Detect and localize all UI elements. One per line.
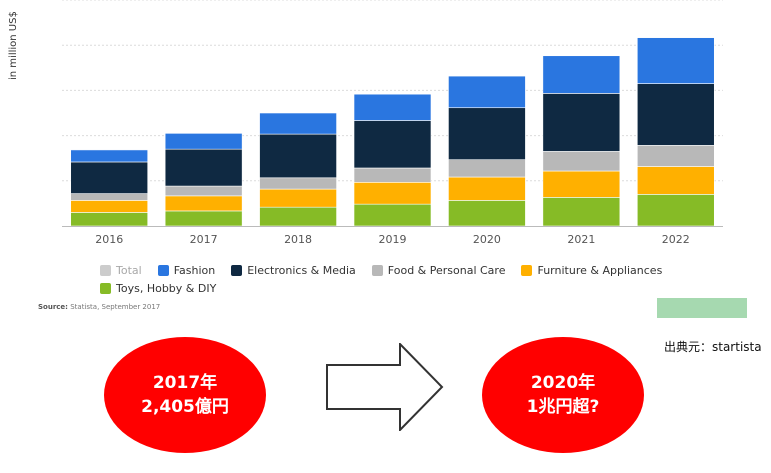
bar-2020-electronics-media[interactable] [448,107,526,161]
bar-2020-food-personal-care[interactable] [448,159,526,178]
x-tick-2018: 2018 [284,233,312,246]
bar-2017-food-personal-care[interactable] [164,185,243,197]
bar-2016-electronics-media[interactable] [70,161,149,194]
legend-label-toys-hobby-diy: Toys, Hobby & DIY [116,281,217,295]
legend-item-total[interactable]: Total [100,264,142,277]
legend-swatch-fashion [157,264,169,276]
bar-2021-fashion[interactable] [542,55,621,94]
bar-2016-furniture-appliances[interactable] [70,200,149,213]
bar-2020-toys-hobby-diy[interactable] [448,200,526,227]
bar-2021-food-personal-care[interactable] [542,151,621,172]
legend-label-furniture-appliances: Furniture & Appliances [537,263,663,277]
bar-2021-toys-hobby-diy[interactable] [542,197,621,227]
chart-source: Source: Statista, September 2017 [38,303,160,311]
legend-label-electronics-media: Electronics & Media [247,263,356,277]
bar-2018-food-personal-care[interactable] [259,177,337,190]
legend-label-total: Total [116,263,142,277]
bar-2016-toys-hobby-diy[interactable] [70,212,149,227]
legend-item-food-personal-care[interactable]: Food & Personal Care [371,263,506,277]
bar-2016-fashion[interactable] [70,149,149,163]
legend-swatch-furniture-appliances [521,264,533,276]
bar-2019-electronics-media[interactable] [353,120,432,169]
bubble-2017-year: 2017年 [152,373,218,393]
chart-legend: Total Fashion Electronics & Media Food &… [100,262,700,298]
bar-2017-furniture-appliances[interactable] [164,195,243,212]
legend-item-toys-hobby-diy[interactable]: Toys, Hobby & DIY [100,282,216,295]
bar-2019-furniture-appliances[interactable] [353,182,432,205]
x-tick-2016: 2016 [95,233,123,246]
bar-2017-fashion[interactable] [164,133,243,150]
bar-2020-fashion[interactable] [448,75,526,109]
bar-2017-electronics-media[interactable] [164,148,243,187]
source-credit: 出典元：startista [664,340,762,354]
bubble-2020-year: 2020年 [530,373,596,393]
bubble-2017: 2017年 2,405億円 [104,337,266,453]
legend-item-electronics-media[interactable]: Electronics & Media [231,264,356,277]
bar-2018-electronics-media[interactable] [259,133,337,179]
bar-2022-furniture-appliances[interactable] [636,166,715,195]
arrow-right-icon [326,343,444,431]
bar-2021-furniture-appliances[interactable] [542,170,621,198]
x-tick-2021: 2021 [567,233,595,246]
bar-2020-furniture-appliances[interactable] [448,176,526,201]
y-axis-label: in million US$ [8,11,19,80]
bar-2019-fashion[interactable] [353,93,432,121]
bar-2018-toys-hobby-diy[interactable] [259,206,337,227]
green-tab-decoration [657,298,747,318]
legend-label-fashion: Fashion [173,263,216,277]
legend-swatch-food-personal-care [371,264,383,276]
legend-item-furniture-appliances[interactable]: Furniture & Appliances [521,264,662,277]
bubble-2020: 2020年 1兆円超? [482,337,644,453]
source-text: Statista, September 2017 [70,303,161,311]
bar-2018-furniture-appliances[interactable] [259,188,337,208]
bar-2022-electronics-media[interactable] [636,83,715,146]
legend-swatch-toys-hobby-diy [100,282,111,294]
bar-2019-toys-hobby-diy[interactable] [353,203,432,227]
source-label: Source: [38,303,68,311]
bar-2021-electronics-media[interactable] [542,93,621,152]
legend-row-1: Total Fashion Electronics & Media Food &… [100,262,700,278]
bar-2016-food-personal-care[interactable] [70,193,149,201]
legend-label-food-personal-care: Food & Personal Care [387,263,506,277]
bar-2018-fashion[interactable] [259,112,337,135]
legend-item-fashion[interactable]: Fashion [157,263,216,277]
bubble-2017-amount: 2,405億円 [141,397,229,417]
bar-2017-toys-hobby-diy[interactable] [164,210,243,227]
bar-2022-toys-hobby-diy[interactable] [636,194,715,227]
bar-2022-food-personal-care[interactable] [636,145,715,167]
legend-swatch-total [100,264,111,276]
legend-swatch-electronics-media [231,264,243,276]
x-tick-2019: 2019 [379,233,407,246]
legend-row-2: Toys, Hobby & DIY [100,280,700,296]
bar-2019-food-personal-care[interactable] [353,167,432,183]
bubble-2020-amount: 1兆円超? [526,397,600,417]
x-tick-2022: 2022 [662,233,690,246]
bar-2022-fashion[interactable] [636,37,715,84]
x-tick-2017: 2017 [190,233,218,246]
stacked-bar-chart: 2016 2017 2018 2019 2020 2021 2022 [62,0,723,246]
x-tick-2020: 2020 [473,233,501,246]
